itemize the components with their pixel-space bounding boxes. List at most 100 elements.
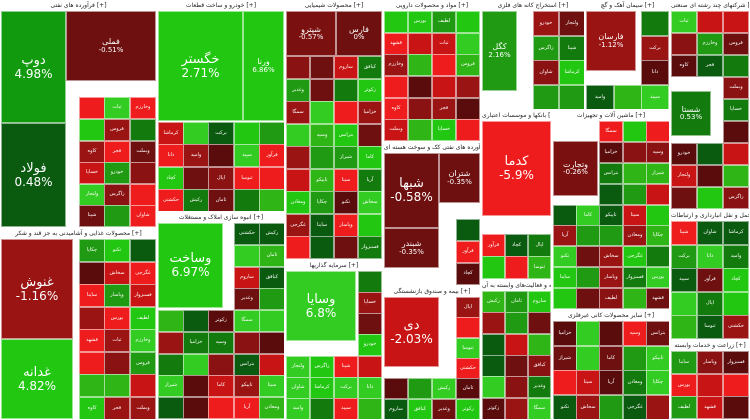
stock-tile[interactable]: وغدیر — [432, 399, 456, 419]
stock-tile[interactable] — [553, 205, 577, 226]
stock-tile[interactable]: ساروم — [384, 399, 408, 419]
stock-tile[interactable]: وسپه — [646, 142, 669, 163]
stock-tile[interactable]: وامید — [286, 398, 310, 419]
stock-tile[interactable]: حکشتی — [158, 189, 184, 211]
stock-tile[interactable]: ثبات — [104, 329, 130, 352]
stock-tile[interactable] — [723, 165, 749, 187]
stock-tile[interactable] — [79, 307, 105, 330]
stock-tile[interactable]: فرآور — [697, 268, 723, 292]
stock-tile[interactable] — [623, 142, 647, 163]
stock-tile[interactable] — [646, 395, 669, 419]
stock-tile[interactable]: کاوه — [79, 397, 105, 419]
stock-tile[interactable] — [528, 334, 551, 356]
stock-tile[interactable] — [104, 352, 130, 375]
stock-tile[interactable]: چکاپا — [310, 191, 334, 214]
stock-tile[interactable]: شیراز — [334, 146, 358, 169]
stock-tile[interactable]: وامید — [723, 245, 749, 269]
stock-tile[interactable] — [456, 76, 480, 98]
stock-tile[interactable] — [505, 398, 528, 419]
stock-tile[interactable] — [482, 312, 505, 334]
stock-tile[interactable]: زکوثر — [208, 310, 234, 332]
stock-tile[interactable] — [384, 76, 408, 98]
stock-tile[interactable] — [358, 356, 382, 378]
stock-tile[interactable]: چکاپا — [646, 225, 669, 246]
sector-agri[interactable]: زراعت و خدمات وابسته [+] ساینا وپاسار فسبزو… — [670, 340, 750, 420]
stock-tile[interactable]: ومعادن — [259, 397, 284, 419]
stock-tile[interactable]: شپنا — [79, 205, 105, 227]
stock-tile[interactable] — [456, 98, 480, 120]
stock-tile[interactable] — [310, 398, 334, 419]
stock-tile[interactable]: کاما — [358, 146, 382, 169]
stock-tile[interactable]: قشهد — [646, 288, 669, 309]
stock-tile[interactable]: سپید — [641, 85, 669, 109]
stock-tile[interactable] — [310, 56, 334, 79]
stock-tile[interactable] — [104, 205, 130, 227]
stock-tile[interactable]: برکت — [334, 377, 358, 399]
stock-tile[interactable]: ومعادن — [623, 370, 647, 395]
stock-tile[interactable] — [505, 256, 528, 279]
stock-tile[interactable] — [183, 375, 209, 397]
sector-title[interactable]: سایر محصولات کانی غیرفلزی [+] — [553, 311, 669, 321]
stock-tile[interactable]: برکت — [671, 245, 697, 269]
stock-tile[interactable]: زکوثر — [358, 79, 382, 102]
stock-tile[interactable]: ولتجار — [79, 184, 105, 206]
stock-tile[interactable]: خزامیا — [358, 101, 382, 124]
stock-tile[interactable]: شبها -0.58% — [384, 153, 439, 228]
sector-title[interactable]: انبوه سازی املاک و مستغلات [+] — [158, 213, 284, 223]
stock-tile[interactable]: شپنا — [559, 36, 584, 61]
stock-tile[interactable]: وخارزم — [130, 97, 156, 119]
stock-tile[interactable] — [623, 184, 647, 205]
sector-title[interactable]: محصولات غذایی و آشامیدنی به جز قند و شکر… — [1, 229, 156, 239]
stock-tile[interactable] — [576, 288, 600, 309]
stock-tile[interactable]: فسبزوار — [358, 236, 382, 259]
stock-tile[interactable] — [697, 374, 723, 397]
sector-title[interactable]: حمل و نقل انبارداری و ارتباطات [+] — [671, 211, 749, 221]
stock-tile[interactable] — [646, 121, 669, 142]
stock-tile[interactable] — [310, 146, 334, 169]
stock-tile[interactable]: ولتجار — [559, 11, 584, 36]
stock-tile[interactable]: زکوثر — [482, 398, 505, 419]
stock-tile[interactable]: فارسان -1.12% — [586, 11, 636, 71]
stock-tile[interactable]: وغدیر — [286, 79, 310, 102]
sector-realestate[interactable]: انبوه سازی املاک و مستغلات [+] وساخت 6.97%… — [157, 212, 285, 420]
stock-tile[interactable]: فرآور — [482, 234, 505, 257]
stock-tile[interactable] — [723, 292, 749, 316]
stock-tile[interactable]: بترانس — [234, 354, 260, 376]
stock-tile[interactable]: غگرجی — [623, 246, 647, 267]
stock-tile[interactable] — [334, 101, 358, 124]
stock-tile[interactable] — [310, 79, 334, 102]
stock-tile[interactable]: قشهد — [384, 33, 408, 55]
stock-tile[interactable]: وبملت — [130, 141, 156, 163]
stock-tile[interactable]: وپاسار — [334, 214, 358, 237]
stock-tile[interactable]: شاوان — [130, 205, 156, 227]
stock-tile[interactable]: وامید — [183, 144, 209, 167]
stock-tile[interactable]: بترانس — [599, 163, 623, 184]
stock-tile[interactable]: ومعادن — [623, 225, 647, 246]
stock-tile[interactable]: وبملت — [723, 77, 749, 99]
stock-tile[interactable]: شپترو -0.57% — [286, 11, 336, 56]
stock-tile[interactable]: وتجارت -0.26% — [553, 141, 598, 196]
stock-tile[interactable] — [358, 214, 382, 237]
stock-tile[interactable]: تاپیکو — [599, 205, 623, 226]
stock-tile[interactable] — [79, 97, 105, 119]
stock-tile[interactable] — [259, 122, 284, 145]
stock-tile[interactable]: فسبزوار — [623, 267, 647, 288]
stock-tile[interactable] — [259, 189, 284, 211]
stock-tile[interactable] — [482, 355, 505, 377]
stock-tile[interactable] — [358, 124, 382, 147]
stock-tile[interactable]: سپید — [234, 144, 260, 167]
sector-title[interactable]: سیمان آهک و گچ [+] — [586, 1, 669, 11]
stock-tile[interactable] — [623, 163, 647, 184]
stock-tile[interactable] — [553, 288, 577, 309]
stock-tile[interactable]: کبافق — [259, 267, 284, 289]
stock-tile[interactable]: ساینا — [553, 267, 577, 288]
stock-tile[interactable]: فملی -0.51% — [66, 11, 156, 81]
stock-tile[interactable]: ثنوسا — [528, 256, 551, 279]
sector-nonmetal[interactable]: سایر محصولات کانی غیرفلزی [+] خزامیا وسپه ب… — [552, 310, 670, 420]
stock-tile[interactable]: سیتا — [623, 205, 647, 226]
stock-tile[interactable]: غدانه 4.82% — [1, 339, 73, 419]
stock-tile[interactable]: وسپه — [623, 321, 647, 346]
stock-tile[interactable]: ثامان — [456, 378, 480, 399]
sector-title[interactable]: شرکتهای چند رشته ای صنعتی [+] — [671, 1, 749, 11]
stock-tile[interactable] — [623, 121, 647, 142]
